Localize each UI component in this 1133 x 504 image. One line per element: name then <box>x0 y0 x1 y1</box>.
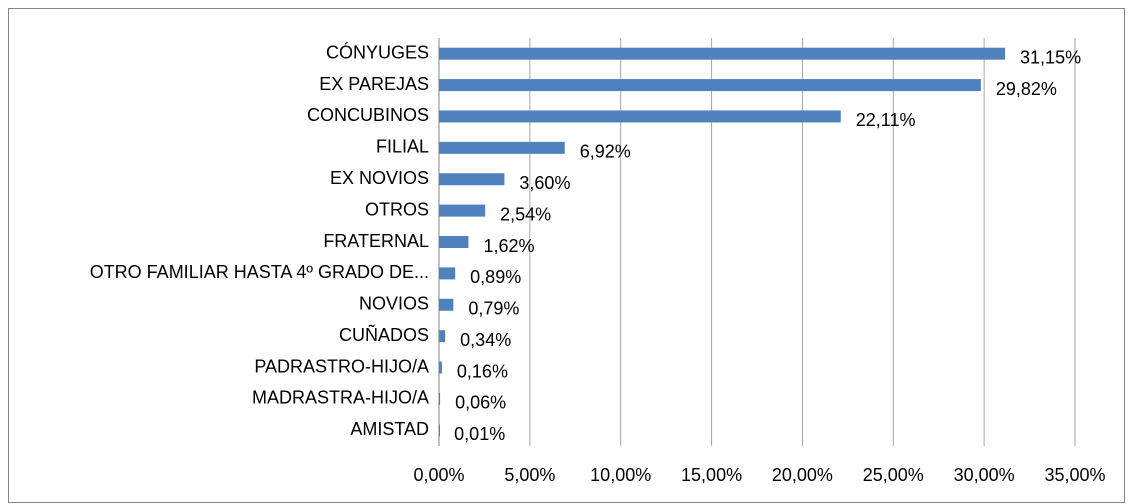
y-tick-label: FILIAL <box>376 137 429 157</box>
y-tick-label: OTROS <box>365 199 429 219</box>
x-tick-label: 10,00% <box>590 465 651 485</box>
data-label: 0,79% <box>468 299 519 319</box>
data-label: 0,89% <box>470 267 521 287</box>
x-tick-label: 30,00% <box>954 465 1015 485</box>
x-tick-label: 25,00% <box>863 465 924 485</box>
bar <box>439 298 454 311</box>
bar <box>439 110 841 123</box>
bar <box>439 141 565 154</box>
y-tick-label: NOVIOS <box>359 294 429 314</box>
y-tick-label: MADRASTRA-HIJO/A <box>252 388 429 408</box>
bar <box>439 236 469 248</box>
data-label: 3,60% <box>519 173 570 193</box>
x-tick-label: 35,00% <box>1044 465 1105 485</box>
data-label: 31,15% <box>1020 47 1081 67</box>
data-label: 0,16% <box>457 361 508 381</box>
bar <box>439 204 486 217</box>
y-tick-label: CUÑADOS <box>339 324 429 345</box>
y-tick-label: EX NOVIOS <box>330 168 429 188</box>
y-tick-label: PADRASTRO-HIJO/A <box>254 356 429 376</box>
bar <box>439 173 505 186</box>
y-tick-label: EX PAREJAS <box>319 74 429 94</box>
data-label: 2,54% <box>500 204 551 224</box>
data-label: 0,06% <box>455 393 506 413</box>
x-tick-label: 0,00% <box>413 465 464 485</box>
y-tick-label: CÓNYUGES <box>326 41 429 62</box>
data-label: 6,92% <box>580 142 631 162</box>
data-label: 0,01% <box>454 424 505 444</box>
x-tick-label: 15,00% <box>681 465 742 485</box>
y-tick-label: AMISTAD <box>350 419 429 439</box>
x-tick-label: 20,00% <box>772 465 833 485</box>
bar <box>439 361 442 374</box>
bar <box>439 47 1006 60</box>
bar <box>439 392 441 405</box>
data-label: 1,62% <box>483 236 534 256</box>
bar <box>439 424 440 437</box>
bar <box>439 267 456 280</box>
data-label: 29,82% <box>996 79 1057 99</box>
y-tick-label: OTRO FAMILIAR HASTA 4º GRADO DE... <box>90 262 429 282</box>
y-tick-label: CONCUBINOS <box>307 105 429 125</box>
data-label: 0,34% <box>460 330 511 350</box>
x-tick-label: 5,00% <box>504 465 555 485</box>
y-tick-label: FRATERNAL <box>323 231 429 251</box>
bar <box>439 79 981 92</box>
data-label: 22,11% <box>856 110 916 130</box>
bar <box>439 330 446 343</box>
